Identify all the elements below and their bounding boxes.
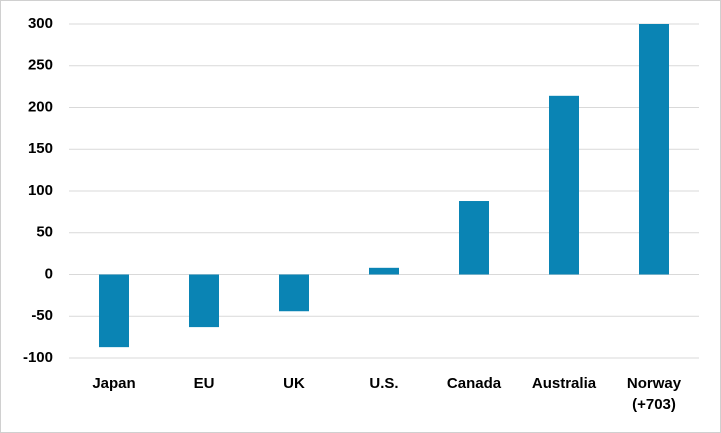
x-tick-label: UK	[283, 375, 305, 392]
x-tick-label: EU	[193, 375, 215, 392]
y-tick-label: 100	[28, 182, 53, 199]
y-tick-label: 0	[45, 265, 53, 282]
y-tick-label: -50	[31, 307, 53, 324]
x-tick-label: Canada	[446, 375, 502, 392]
y-tick-label: 250	[28, 57, 53, 74]
bar	[549, 95, 579, 275]
bar	[459, 201, 489, 275]
bar	[189, 274, 219, 328]
bar	[99, 274, 129, 348]
y-tick-label: -100	[23, 349, 53, 366]
bar	[639, 24, 669, 275]
x-tick-label: Australia	[531, 375, 597, 392]
bar	[279, 274, 309, 312]
y-tick-label: 150	[28, 140, 53, 157]
x-tick-label: U.S.	[369, 375, 399, 392]
y-tick-label: 50	[36, 224, 53, 241]
y-tick-label: 200	[28, 98, 53, 115]
x-tick-label: Norway (+703)	[626, 375, 682, 413]
bar	[369, 267, 399, 275]
x-tick-label: Japan	[92, 375, 136, 392]
y-tick-label: 300	[28, 15, 53, 32]
